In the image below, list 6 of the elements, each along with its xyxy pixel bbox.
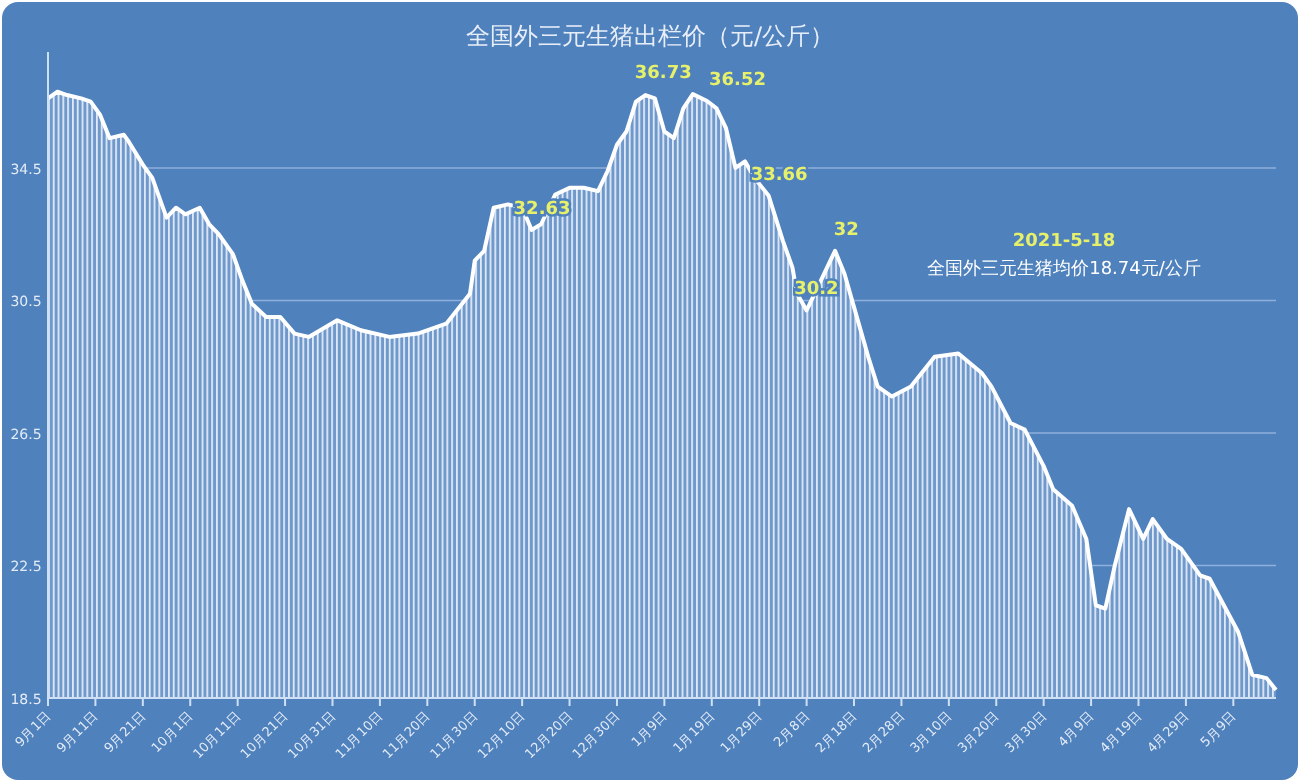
annotation: 36.52: [709, 71, 766, 92]
annotation: 2021-5-18: [1012, 232, 1116, 252]
annotation: 全国外三元生猪均价18.74元/公斤: [927, 258, 1201, 280]
annotation: 36.73: [634, 64, 692, 85]
annotation: 32: [833, 220, 859, 241]
chart-title: 全国外三元生猪出栏价（元/公斤）: [465, 22, 835, 50]
